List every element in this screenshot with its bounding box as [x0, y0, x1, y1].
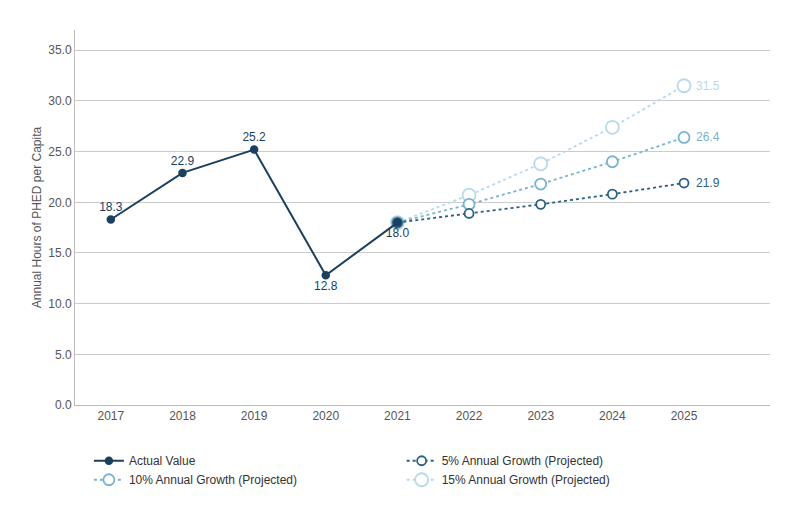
svg-text:5.0: 5.0: [55, 348, 72, 362]
svg-text:12.8: 12.8: [314, 279, 338, 293]
svg-text:2022: 2022: [456, 409, 483, 423]
svg-text:2023: 2023: [527, 409, 554, 423]
svg-text:Annual Hours of PHED per Capit: Annual Hours of PHED per Capita: [30, 126, 44, 308]
svg-text:0.0: 0.0: [55, 398, 72, 412]
svg-text:Actual Value: Actual Value: [129, 454, 196, 468]
svg-text:2021: 2021: [384, 409, 411, 423]
svg-text:21.9: 21.9: [696, 176, 720, 190]
svg-text:2017: 2017: [97, 409, 124, 423]
svg-text:2025: 2025: [671, 409, 698, 423]
svg-text:26.4: 26.4: [696, 130, 720, 144]
svg-text:18.3: 18.3: [99, 200, 123, 214]
svg-text:15% Annual Growth (Projected): 15% Annual Growth (Projected): [442, 473, 610, 487]
svg-text:2024: 2024: [599, 409, 626, 423]
svg-text:10.0: 10.0: [48, 297, 72, 311]
svg-text:30.0: 30.0: [48, 94, 72, 108]
svg-text:25.2: 25.2: [242, 130, 266, 144]
svg-text:2018: 2018: [169, 409, 196, 423]
svg-text:31.5: 31.5: [696, 79, 720, 93]
svg-text:5% Annual Growth (Projected): 5% Annual Growth (Projected): [442, 454, 603, 468]
svg-text:2019: 2019: [241, 409, 268, 423]
svg-text:15.0: 15.0: [48, 246, 72, 260]
svg-text:2020: 2020: [312, 409, 339, 423]
svg-text:35.0: 35.0: [48, 43, 72, 57]
svg-text:20.0: 20.0: [48, 196, 72, 210]
svg-text:25.0: 25.0: [48, 145, 72, 159]
svg-text:10% Annual Growth (Projected): 10% Annual Growth (Projected): [129, 473, 297, 487]
svg-text:18.0: 18.0: [386, 226, 410, 240]
svg-text:22.9: 22.9: [171, 154, 195, 168]
